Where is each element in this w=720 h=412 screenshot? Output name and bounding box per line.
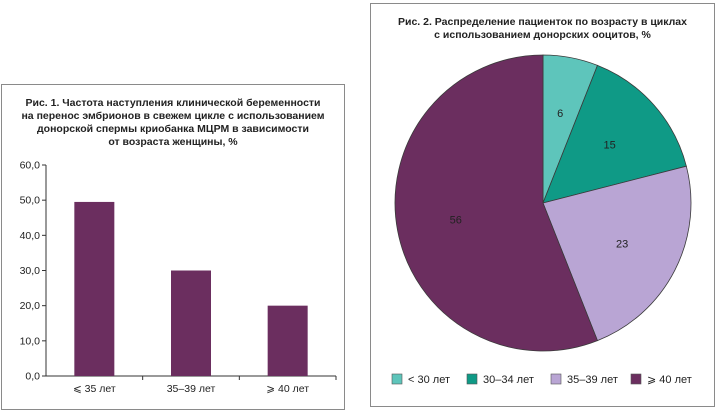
legend-label: 35–39 лет (567, 374, 618, 386)
y-tick-label: 20,0 (20, 300, 41, 312)
x-tick-label: ⩾ 40 лет (266, 383, 309, 395)
pie-slice (394, 54, 598, 352)
y-tick-label: 30,0 (20, 265, 41, 277)
legend-swatch (550, 373, 562, 385)
y-tick-label: 50,0 (20, 195, 41, 207)
legend-swatch (391, 373, 403, 385)
y-tick-label: 0,0 (25, 371, 40, 383)
legend-label: < 30 лет (408, 374, 450, 386)
y-tick-label: 60,0 (20, 160, 41, 172)
x-tick-label: ⩽ 35 лет (73, 383, 116, 395)
pie-chart-title: Рис. 2. Распределение пациенток по возра… (398, 16, 687, 41)
legend-label: ⩾ 40 лет (647, 374, 692, 386)
pie-slice-label: 23 (616, 238, 628, 250)
pie-slice-label: 15 (603, 139, 615, 151)
bar (267, 305, 308, 376)
legend-label: 30–34 лет (483, 374, 534, 386)
bar-chart-title: Рис. 1. Частота наступления клинической … (21, 97, 325, 148)
y-tick-label: 10,0 (20, 335, 41, 347)
pie-slice-label: 56 (450, 215, 462, 227)
legend-swatch (630, 373, 642, 385)
pie-slice-label: 6 (557, 108, 563, 120)
pie-slice (542, 64, 687, 204)
legend-swatch (466, 373, 478, 385)
bar (74, 201, 115, 376)
bar (171, 270, 211, 376)
pie-slice (542, 165, 692, 342)
y-tick-label: 40,0 (20, 230, 41, 242)
x-tick-label: 35–39 лет (167, 383, 216, 395)
